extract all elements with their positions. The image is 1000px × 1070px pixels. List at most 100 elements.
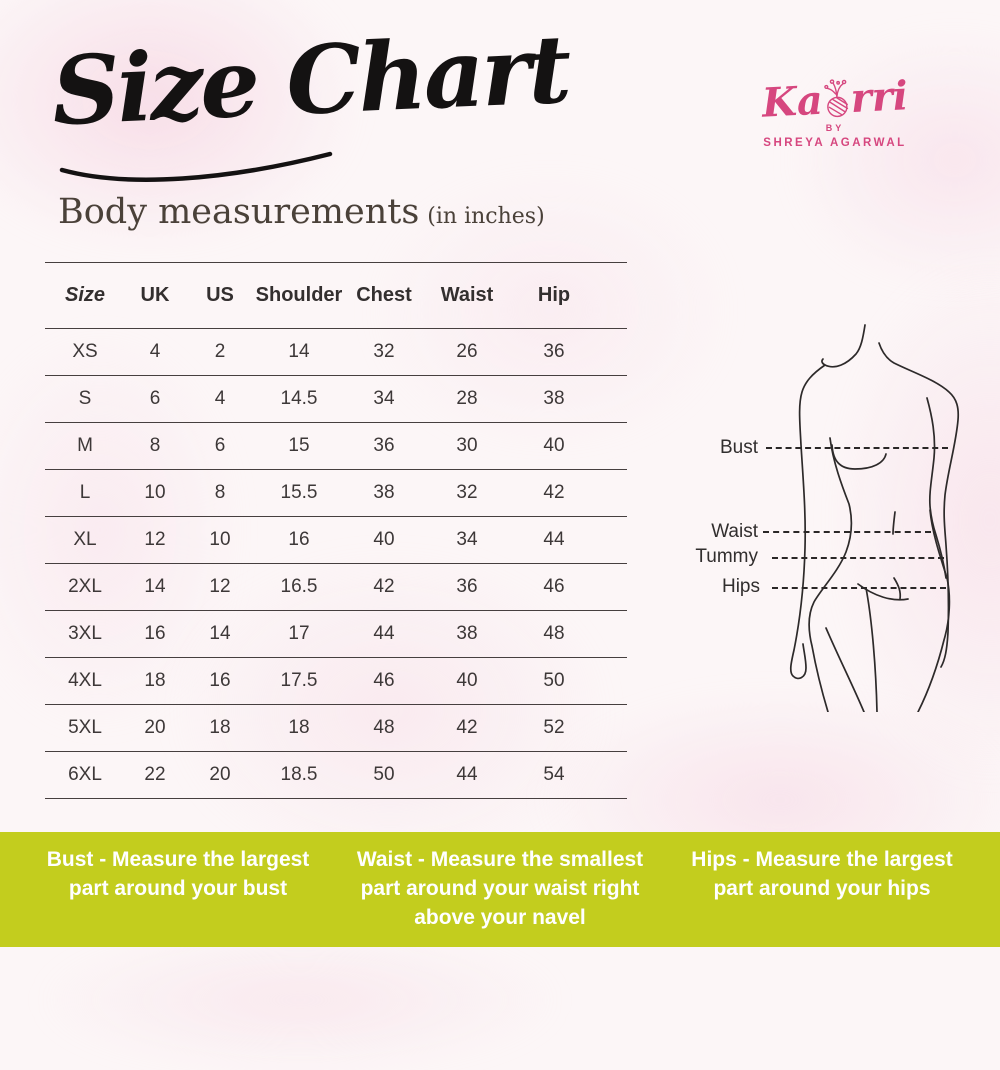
watercolor-blob [790, 30, 1000, 290]
size-table: Size UK US Shoulder Chest Waist Hip XS 4 2… [45, 262, 627, 799]
figure-neck-jaw [821, 324, 866, 368]
table-cell: 48 [373, 717, 395, 738]
table-header-shoulder: Shoulder [255, 284, 343, 306]
brand-wordmark: Ka rri [734, 72, 936, 127]
table-header-us: US [206, 284, 234, 306]
table-cell: 38 [543, 388, 565, 409]
table-cell: 36 [456, 576, 478, 597]
table-cell: 36 [373, 435, 395, 456]
table-cell: 42 [456, 717, 478, 738]
body-figure-illustration [789, 324, 960, 712]
table-cell: 2XL [68, 576, 102, 597]
table-cell: 38 [456, 623, 478, 644]
legend-hips-label: Hips - [691, 848, 750, 871]
table-cell: 12 [209, 576, 231, 597]
table-cell: 4 [149, 341, 161, 362]
table-cell: 40 [543, 435, 565, 456]
figure-left-torso-leg [808, 437, 853, 712]
table-header-hip: Hip [537, 284, 571, 306]
section-heading: Body measurements (in inches) [58, 192, 545, 232]
section-heading-unit: (in inches) [427, 204, 545, 229]
table-cell: 6 [149, 388, 161, 409]
table-cell: 40 [456, 670, 478, 691]
table-cell: 17.5 [280, 670, 318, 691]
table-row-6xl: 6XL 22 20 18.5 50 44 54 [45, 752, 627, 799]
legend-waist-label: Waist - [356, 848, 425, 871]
table-header-size: Size [64, 284, 106, 306]
tummy-dashed-line [772, 557, 944, 559]
table-header-row: Size UK US Shoulder Chest Waist Hip [45, 263, 627, 329]
table-cell: 54 [543, 764, 565, 785]
figure-label-bust: Bust [719, 437, 758, 458]
legend-bust-label: Bust - [46, 848, 107, 871]
table-cell: XS [72, 341, 98, 362]
waist-dashed-line [763, 531, 931, 533]
table-cell: 50 [373, 764, 395, 785]
table-cell: 18.5 [280, 764, 318, 785]
figure-label-tummy: Tummy [695, 546, 758, 567]
table-cell: 36 [543, 341, 565, 362]
table-cell: 17 [288, 623, 310, 644]
table-cell: 8 [214, 482, 226, 503]
table-cell: 28 [456, 388, 478, 409]
table-cell: 14 [209, 623, 231, 644]
table-row-3xl: 3XL 16 14 17 44 38 48 [45, 611, 627, 658]
legend-item-bust: Bust - Measure the largest part around y… [28, 845, 328, 947]
table-cell: 10 [144, 482, 166, 503]
table-cell: 6 [214, 435, 226, 456]
figure-inner-thigh [865, 587, 878, 712]
brand-by-label: BY [825, 123, 845, 133]
table-cell: 44 [543, 529, 565, 550]
table-cell: 48 [543, 623, 565, 644]
figure-breast-curve [831, 444, 887, 470]
table-cell: 44 [373, 623, 395, 644]
table-cell: 15 [288, 435, 310, 456]
table-cell: 16 [209, 670, 231, 691]
legend-waist-text: Measure the smallest part around your wa… [360, 848, 644, 929]
brand-owner-name: SHREYA AGARWAL [763, 137, 907, 149]
table-cell: 14 [288, 341, 310, 362]
title-swash-flourish [59, 151, 333, 182]
table-cell: 30 [456, 435, 478, 456]
table-cell: L [79, 482, 91, 503]
table-cell: 6XL [68, 764, 102, 785]
figure-right-shoulder-arm [878, 342, 960, 668]
table-header-waist: Waist [440, 284, 494, 306]
hips-dashed-line [772, 587, 946, 589]
table-cell: 20 [144, 717, 166, 738]
brand-text-left: Ka [760, 76, 824, 127]
figure-right-inner-arm [926, 397, 947, 579]
table-row-l: L 10 8 15.5 38 32 42 [45, 470, 627, 517]
table-cell: 42 [373, 576, 395, 597]
table-cell: 16 [288, 529, 310, 550]
table-cell: 52 [543, 717, 565, 738]
table-row-s: S 6 4 14.5 34 28 38 [45, 376, 627, 423]
table-cell: 14.5 [280, 388, 318, 409]
table-row-5xl: 5XL 20 18 18 48 42 52 [45, 705, 627, 752]
table-cell: 10 [209, 529, 231, 550]
flower-vase-icon [823, 79, 848, 118]
table-cell: 12 [144, 529, 166, 550]
legend-item-waist: Waist - Measure the smallest part around… [335, 845, 665, 947]
table-row-2xl: 2XL 14 12 16.5 42 36 46 [45, 564, 627, 611]
bust-dashed-line [766, 447, 948, 449]
table-header-uk: UK [140, 284, 170, 306]
table-cell: 38 [373, 482, 395, 503]
table-cell: 4 [214, 388, 226, 409]
table-cell: 50 [543, 670, 565, 691]
table-cell: 44 [456, 764, 478, 785]
measurement-legend-band: Bust - Measure the largest part around y… [0, 832, 1000, 947]
table-cell: 46 [373, 670, 395, 691]
legend-item-hips: Hips - Measure the largest part around y… [672, 845, 972, 947]
table-cell: 42 [543, 482, 565, 503]
figure-label-hips: Hips [721, 576, 760, 597]
table-cell: 16 [144, 623, 166, 644]
table-cell: 3XL [68, 623, 102, 644]
table-cell: 32 [373, 341, 395, 362]
table-cell: 14 [144, 576, 166, 597]
table-cell: 15.5 [280, 482, 318, 503]
figure-left-inner-leg [825, 627, 865, 712]
legend-bust-text: Measure the largest part around your bus… [68, 848, 310, 900]
table-row-m: M 8 6 15 36 30 40 [45, 423, 627, 470]
